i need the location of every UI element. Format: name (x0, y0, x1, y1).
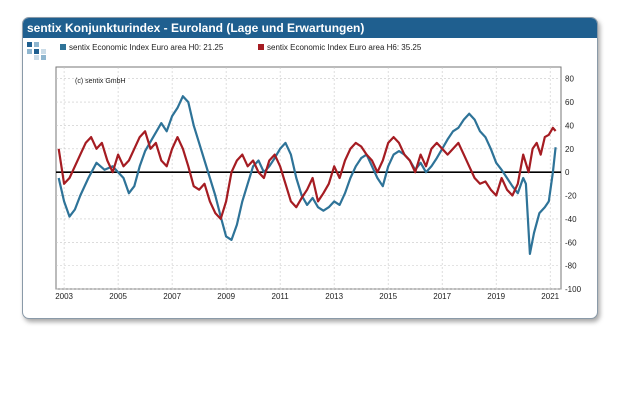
legend-label: sentix Economic Index Euro area H6: 35.2… (267, 43, 422, 52)
y-tick-label: 0 (565, 168, 570, 177)
plot-area (55, 66, 562, 290)
y-tick-label: -100 (565, 285, 582, 294)
y-tick-label: -40 (565, 215, 577, 224)
legend-swatch (60, 44, 66, 50)
series-line-h0 (57, 95, 557, 255)
x-tick-label: 2021 (541, 292, 559, 301)
sentix-logo-icon (27, 42, 46, 60)
x-tick-label: 2011 (272, 292, 290, 301)
x-tick-label: 2019 (487, 292, 505, 301)
y-tick-label: 40 (565, 121, 574, 130)
y-tick-label: 20 (565, 145, 574, 154)
copyright-annotation: (c) sentix GmbH (75, 78, 126, 85)
line-chart: -100 -80 -60 -40 -20 0 20 40 60 80 2003 2005 2007 200… (55, 43, 582, 301)
y-tick-label: -60 (565, 238, 577, 247)
x-tick-label: 2005 (109, 292, 127, 301)
y-tick-label: -80 (565, 262, 577, 271)
x-tick-label: 2015 (379, 292, 397, 301)
chart-title: sentix Konjunkturindex - Euroland (Lage … (23, 18, 597, 38)
y-tick-label: 60 (565, 98, 574, 107)
x-tick-label: 2007 (163, 292, 181, 301)
y-tick-label: 80 (565, 75, 574, 84)
x-tick-label: 2009 (217, 292, 235, 301)
chart-panel: sentix Konjunkturindex - Euroland (Lage … (22, 17, 598, 319)
x-tick-label: 2003 (55, 292, 73, 301)
legend-label: sentix Economic Index Euro area H0: 21.2… (69, 43, 224, 52)
series-line-h6 (57, 126, 557, 220)
x-tick-label: 2017 (433, 292, 451, 301)
y-tick-label: -20 (565, 192, 577, 201)
legend-swatch (258, 44, 264, 50)
x-tick-label: 2013 (325, 292, 343, 301)
